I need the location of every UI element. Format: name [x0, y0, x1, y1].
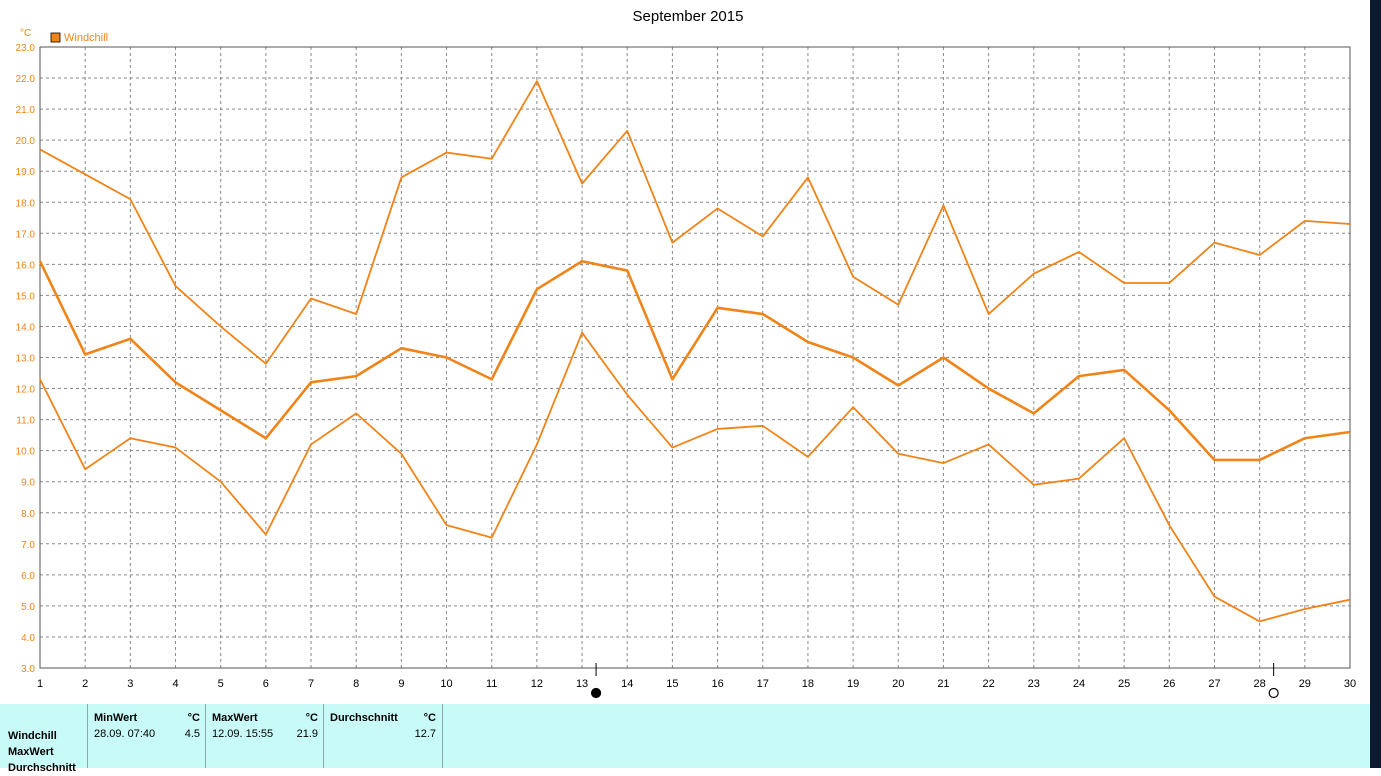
legend-swatch: [50, 32, 61, 43]
x-tick-label: 9: [398, 678, 404, 690]
y-tick-label: 13.0: [16, 354, 36, 365]
legend-label: Windchill: [64, 32, 108, 44]
x-tick-label: 16: [711, 678, 723, 690]
x-axis-ticks: 1 2 3 4 5 6 7 8 9 10 11 12 13 14 15 16 17 18 19 20 21 22 23 24 2…: [37, 678, 1356, 690]
y-tick-label: 11.0: [16, 416, 35, 427]
x-tick-label: 12: [531, 678, 543, 690]
y-tick-label: 23.0: [16, 43, 36, 54]
y-tick-label: 8.0: [21, 509, 35, 520]
y-axis-ticks: 3.0 4.0 5.0 6.0 7.0 8.0 9.0 10.0 11.0 12.0 13.0 14.…: [16, 43, 36, 675]
avg-stat-box: Durchschnitt °C 12.7: [323, 704, 443, 768]
y-tick-label: 9.0: [21, 478, 35, 489]
y-tick-label: 20.0: [16, 136, 36, 147]
x-tick-label: 4: [172, 678, 178, 690]
max-time: 12.09. 15:55: [212, 728, 274, 740]
avg-header: Durchschnitt: [330, 712, 398, 724]
y-tick-label: 12.0: [16, 385, 36, 396]
x-tick-label: 21: [937, 678, 949, 690]
x-tick-label: 22: [982, 678, 994, 690]
max-header: MaxWert: [212, 712, 258, 724]
y-tick-label: 5.0: [21, 602, 35, 613]
grid-lines: [39, 46, 1351, 669]
data-series: [38, 80, 1351, 623]
y-tick-label: 16.0: [16, 260, 36, 271]
y-axis-unit: °C: [20, 28, 31, 39]
x-tick-label: 1: [37, 678, 43, 690]
y-tick-label: 4.0: [21, 633, 35, 644]
x-tick-label: 13: [576, 678, 588, 690]
x-tick-label: 28: [1254, 678, 1266, 690]
x-tick-label: 29: [1299, 678, 1311, 690]
x-tick-label: 10: [440, 678, 452, 690]
min-stat-box: MinWert °C 28.09. 07:40 4.5: [87, 704, 206, 768]
y-tick-label: 10.0: [16, 447, 36, 458]
x-tick-label: 19: [847, 678, 859, 690]
y-tick-label: 21.0: [16, 105, 36, 116]
y-tick-label: 19.0: [16, 167, 36, 178]
y-tick-label: 15.0: [16, 291, 36, 302]
series-line-min: [39, 331, 1351, 623]
max-stat-box: MaxWert °C 12.09. 15:55 21.9: [205, 704, 324, 768]
x-tick-label: 14: [621, 678, 633, 690]
x-tick-label: 30: [1344, 678, 1356, 690]
min-header: MinWert: [94, 712, 138, 724]
marker-max: [590, 687, 602, 699]
max-unit: °C: [305, 712, 318, 724]
x-tick-label: 17: [757, 678, 769, 690]
x-tick-label: 11: [486, 678, 497, 690]
x-tick-label: 5: [218, 678, 224, 690]
x-tick-label: 2: [82, 678, 88, 690]
series-line-max: [39, 80, 1351, 365]
x-tick-label: 25: [1118, 678, 1130, 690]
windchill-chart: September 2015 °C Windchill 3.0 4.0 5.0 6.0…: [16, 8, 1356, 699]
y-tick-label: 3.0: [21, 664, 35, 675]
extreme-markers: [590, 663, 1279, 699]
x-tick-label: 8: [353, 678, 359, 690]
x-tick-label: 15: [666, 678, 678, 690]
row-label-windchill: Windchill: [8, 730, 57, 742]
min-unit: °C: [187, 712, 200, 724]
row-label-durchschnitt: Durchschnitt: [8, 762, 76, 774]
x-tick-label: 26: [1163, 678, 1175, 690]
avg-unit: °C: [423, 712, 436, 724]
y-tick-label: 6.0: [21, 571, 35, 582]
avg-value: 12.7: [414, 728, 436, 740]
x-tick-label: 3: [127, 678, 133, 690]
min-value: 4.5: [184, 728, 200, 740]
y-tick-label: 14.0: [16, 322, 36, 333]
row-label-maxwert: MaxWert: [8, 746, 54, 758]
x-tick-label: 7: [308, 678, 314, 690]
x-tick-label: 23: [1028, 678, 1040, 690]
min-time: 28.09. 07:40: [94, 728, 156, 740]
x-tick-label: 24: [1073, 678, 1085, 690]
x-tick-label: 18: [802, 678, 814, 690]
y-tick-label: 22.0: [16, 74, 36, 85]
stats-panel: Windchill MaxWert Durchschnitt MinWert °…: [0, 704, 1370, 774]
x-tick-label: 20: [892, 678, 904, 690]
window-edge: [1370, 0, 1381, 768]
stats-row-labels: Windchill MaxWert Durchschnitt: [8, 728, 76, 776]
marker-min: [1268, 687, 1279, 699]
y-tick-label: 18.0: [16, 198, 36, 209]
plot-frame: [39, 46, 1351, 669]
x-tick-label: 27: [1208, 678, 1220, 690]
y-tick-label: 17.0: [16, 229, 36, 240]
series-line-average: [38, 259, 1351, 462]
x-tick-label: 6: [263, 678, 269, 690]
y-tick-label: 7.0: [21, 540, 35, 551]
chart-title: September 2015: [633, 8, 744, 25]
max-value: 21.9: [296, 728, 318, 740]
